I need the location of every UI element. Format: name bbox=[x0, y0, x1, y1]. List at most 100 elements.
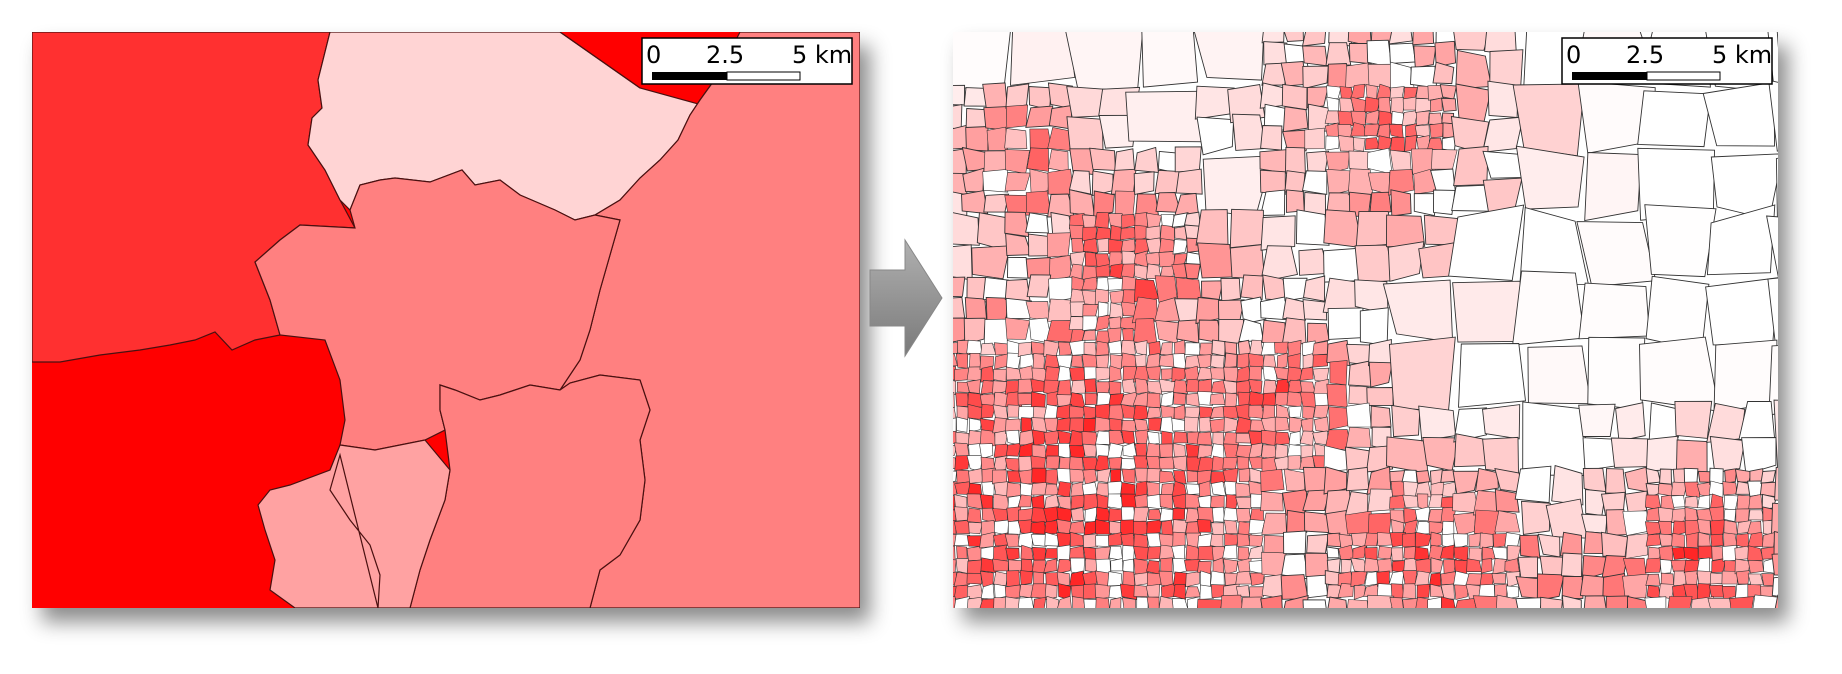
parcel bbox=[1752, 594, 1778, 608]
parcel bbox=[1260, 342, 1278, 356]
parcel bbox=[1242, 641, 1265, 665]
parcel bbox=[1282, 297, 1306, 321]
parcel bbox=[1235, 432, 1253, 444]
parcel bbox=[1250, 572, 1265, 586]
parcel bbox=[1545, 498, 1588, 539]
parcel bbox=[1515, 145, 1585, 210]
parcel bbox=[1583, 622, 1604, 641]
parcel bbox=[1197, 545, 1214, 561]
parcel bbox=[953, 84, 966, 106]
parcel bbox=[961, 190, 989, 215]
parcel bbox=[1068, 520, 1086, 534]
parcel bbox=[1050, 211, 1074, 236]
parcel bbox=[1390, 650, 1404, 664]
parcel bbox=[1484, 32, 1517, 56]
parcel bbox=[1378, 110, 1393, 126]
parcel bbox=[1702, 81, 1775, 147]
parcel bbox=[1416, 623, 1430, 636]
parcel bbox=[1048, 276, 1074, 303]
parcel bbox=[1505, 585, 1520, 599]
parcel bbox=[1146, 609, 1162, 623]
parcel bbox=[1007, 623, 1020, 638]
parcel bbox=[1248, 391, 1265, 407]
parcel bbox=[1134, 649, 1149, 663]
parcel bbox=[1031, 467, 1047, 485]
parcel bbox=[1121, 468, 1136, 484]
parcel bbox=[1262, 365, 1278, 382]
parcel bbox=[1229, 208, 1264, 249]
parcel bbox=[993, 648, 1009, 662]
parcel bbox=[1260, 189, 1286, 216]
parcel bbox=[1006, 610, 1021, 626]
parcel bbox=[1402, 96, 1418, 111]
parcel bbox=[1058, 637, 1073, 648]
parcel bbox=[1302, 599, 1327, 608]
parcel bbox=[1241, 596, 1263, 608]
parcel bbox=[1195, 209, 1229, 246]
parcel bbox=[1237, 547, 1251, 561]
parcel bbox=[993, 597, 1008, 608]
parcel bbox=[1329, 360, 1348, 386]
parcel bbox=[1299, 391, 1317, 408]
parcel bbox=[1455, 83, 1492, 122]
region bbox=[329, 452, 381, 608]
parcel bbox=[1057, 558, 1073, 574]
parcel bbox=[1171, 417, 1186, 432]
parcel bbox=[953, 32, 1011, 92]
parcel bbox=[1622, 573, 1649, 599]
parcel bbox=[966, 379, 981, 394]
parcel bbox=[1307, 640, 1329, 663]
parcel bbox=[1034, 611, 1047, 622]
parcel bbox=[1248, 404, 1265, 419]
parcel bbox=[1134, 443, 1147, 458]
parcel bbox=[1390, 480, 1406, 497]
parcel bbox=[1260, 125, 1283, 151]
parcel bbox=[966, 366, 982, 381]
parcel bbox=[1187, 596, 1201, 608]
parcel bbox=[993, 571, 1009, 587]
parcel bbox=[953, 571, 971, 587]
parcel bbox=[1286, 509, 1308, 537]
parcel bbox=[1366, 39, 1393, 69]
parcel bbox=[1736, 494, 1751, 510]
parcel bbox=[967, 596, 984, 608]
parcel bbox=[1159, 416, 1175, 434]
parcel bbox=[955, 353, 969, 369]
parcel bbox=[1644, 521, 1662, 536]
parcel bbox=[1019, 353, 1035, 369]
parcel bbox=[1615, 402, 1646, 442]
parcel bbox=[1070, 506, 1085, 522]
parcel bbox=[1494, 488, 1520, 513]
parcel bbox=[1354, 244, 1394, 284]
parcel bbox=[1405, 122, 1419, 138]
parcel bbox=[1095, 609, 1109, 625]
parcel bbox=[1795, 553, 1820, 576]
scale-label: 0 bbox=[1566, 41, 1581, 69]
parcel bbox=[1210, 570, 1225, 587]
parcel bbox=[1773, 399, 1778, 475]
parcel bbox=[1019, 622, 1034, 638]
parcel bbox=[1389, 42, 1417, 64]
parcel bbox=[1367, 488, 1395, 512]
parcel bbox=[1723, 508, 1737, 523]
parcel bbox=[1440, 97, 1457, 112]
parcel bbox=[982, 168, 1009, 193]
parcel bbox=[1006, 570, 1021, 587]
parcel bbox=[1551, 465, 1584, 506]
parcel bbox=[1044, 483, 1060, 496]
parcel bbox=[1070, 622, 1082, 636]
parcel bbox=[1644, 596, 1667, 608]
parcel bbox=[1107, 278, 1125, 291]
parcel bbox=[1133, 171, 1155, 195]
parcel bbox=[1428, 623, 1444, 638]
parcel bbox=[1263, 619, 1286, 644]
parcel bbox=[1175, 609, 1187, 625]
parcel bbox=[1120, 612, 1136, 625]
parcel bbox=[1146, 481, 1160, 497]
parcel bbox=[955, 622, 970, 638]
parcel bbox=[1083, 378, 1097, 393]
parcel bbox=[1121, 545, 1135, 562]
parcel bbox=[1348, 42, 1372, 65]
parcel bbox=[1006, 470, 1021, 483]
parcel bbox=[1197, 506, 1214, 523]
